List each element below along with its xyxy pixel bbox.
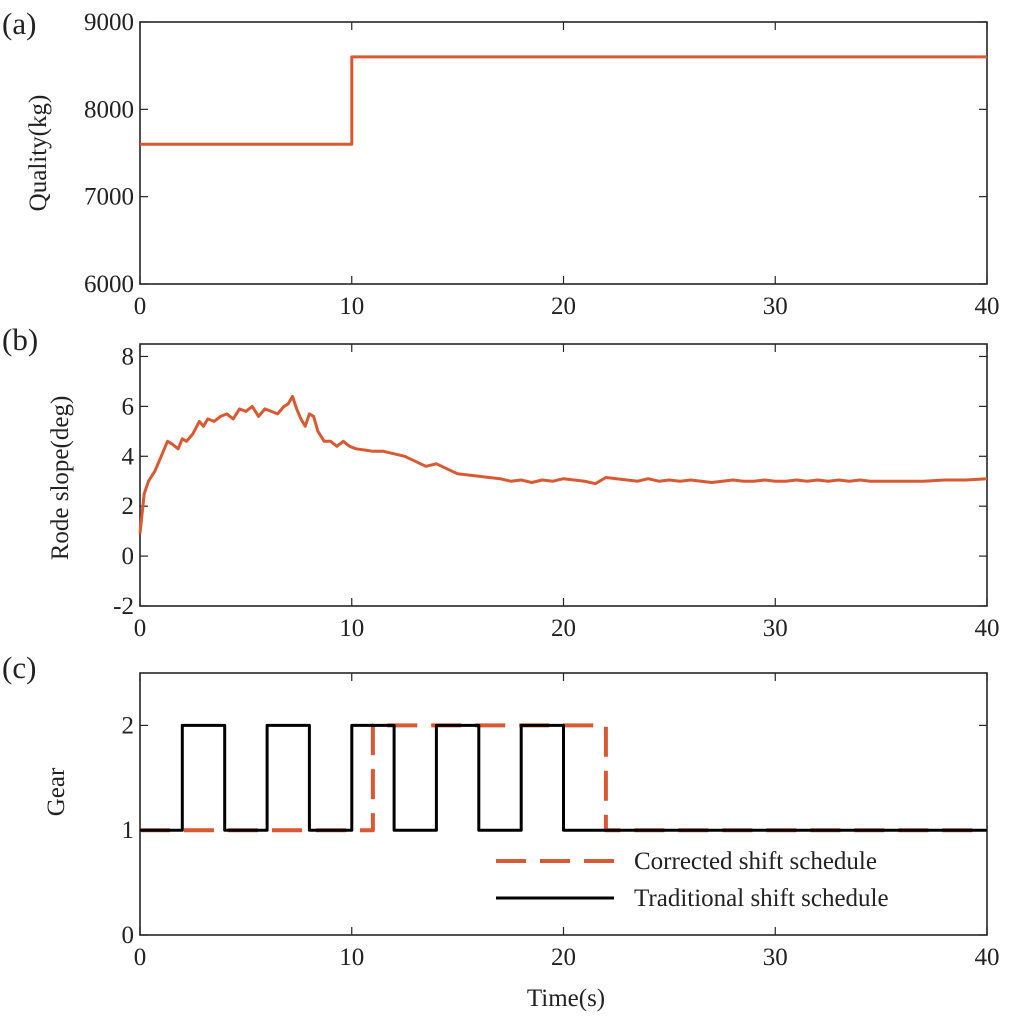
x-tick-label-c-2: 20	[551, 944, 576, 971]
y-axis-label-b: Rode slope(deg)	[47, 396, 74, 561]
y-tick-label-a-2: 8000	[84, 96, 134, 123]
series-line-a-0	[140, 55, 987, 146]
series-a	[140, 55, 987, 146]
x-tick-label-b-0: 0	[134, 615, 147, 642]
y-tick-label-b-2: 2	[122, 493, 135, 520]
axes-frame-b	[139, 343, 988, 607]
y-tick-label-b-1: 0	[122, 543, 135, 570]
series-line-c-1	[140, 723, 987, 832]
series-b	[138, 394, 988, 534]
x-tick-label-a-0: 0	[134, 293, 147, 320]
x-tick-label-b-2: 20	[551, 615, 576, 642]
legend: Corrected shift schedule Traditional shi…	[496, 848, 889, 912]
y-axis-label-c: Gear	[43, 767, 70, 816]
y-tick-label-a-0: 6000	[84, 271, 134, 298]
y-tick-label-a-3: 9000	[84, 9, 134, 36]
ticks-c: 0 10 20 30 40 0 1 2	[122, 673, 1000, 971]
x-tick-label-a-1: 10	[339, 293, 364, 320]
x-tick-label-c-0: 0	[134, 944, 147, 971]
legend-label-corrected: Corrected shift schedule	[634, 848, 877, 875]
panel-label-b: (b)	[2, 322, 38, 357]
axes-frame-a	[139, 21, 988, 285]
panel-a-quality: (a) 0 10 20 30 40 6000 7000 8000 9000 Quality(kg…	[2, 6, 1000, 320]
series-line-b-0	[138, 394, 988, 534]
panel-label-a: (a)	[2, 6, 36, 41]
x-tick-label-c-1: 10	[339, 944, 364, 971]
ticks-a: 0 10 20 30 40 6000 7000 8000 9000	[84, 9, 1000, 320]
panel-c-gear: (c) 0 10 20 30 40 0 1 2 Gear Time(s) Corrected …	[2, 650, 1000, 1012]
x-tick-label-a-3: 30	[763, 293, 788, 320]
series-c	[140, 723, 987, 833]
x-tick-label-c-4: 40	[975, 944, 1000, 971]
x-tick-label-b-3: 30	[763, 615, 788, 642]
y-tick-label-b-4: 6	[122, 393, 135, 420]
y-tick-label-b-5: 8	[122, 343, 135, 370]
y-tick-label-a-1: 7000	[84, 184, 134, 211]
x-tick-label-b-4: 40	[975, 615, 1000, 642]
panel-label-c: (c)	[2, 650, 36, 685]
x-axis-label-c: Time(s)	[527, 985, 605, 1012]
y-axis-label-a: Quality(kg)	[25, 95, 52, 212]
legend-label-traditional: Traditional shift schedule	[634, 885, 889, 912]
y-tick-label-b-0: -2	[113, 593, 134, 620]
y-tick-label-b-3: 4	[122, 443, 135, 470]
x-tick-label-c-3: 30	[763, 944, 788, 971]
x-tick-label-b-1: 10	[339, 615, 364, 642]
y-tick-label-c-0: 0	[122, 922, 135, 949]
y-tick-label-c-1: 1	[122, 817, 135, 844]
x-tick-label-a-4: 40	[975, 293, 1000, 320]
x-tick-label-a-2: 20	[551, 293, 576, 320]
y-tick-label-c-2: 2	[122, 712, 135, 739]
